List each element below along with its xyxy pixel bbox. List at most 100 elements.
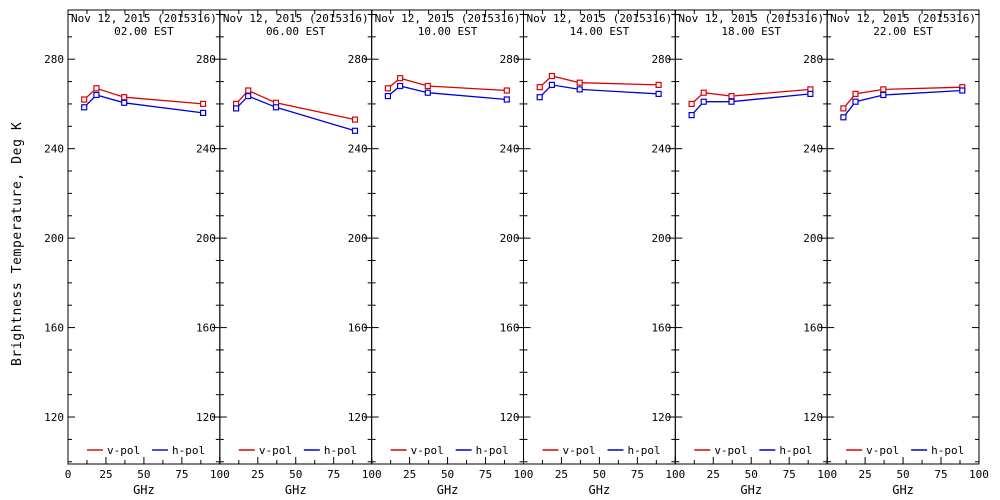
legend-hpol-label: h-pol bbox=[627, 444, 660, 457]
panel-title-time: 18.00 EST bbox=[721, 25, 781, 38]
legend-vpol-label: v-pol bbox=[107, 444, 140, 457]
series-h_pol-line bbox=[83, 94, 204, 114]
series-v_pol-marker bbox=[852, 90, 859, 98]
x-tick-label: 100 bbox=[514, 468, 534, 481]
x-tick-label: 100 bbox=[969, 468, 989, 481]
y-tick-label: 280 bbox=[500, 53, 520, 66]
y-tick-label: 160 bbox=[44, 322, 64, 335]
x-tick-label: 50 bbox=[289, 468, 302, 481]
y-tick-label: 160 bbox=[500, 322, 520, 335]
series-h_pol-marker bbox=[880, 91, 887, 99]
legend: v-pol h-pol bbox=[238, 444, 357, 457]
series-v_pol-marker bbox=[424, 82, 431, 90]
chart-panel: 120 160 200 240 280 0 25 50 75 100 GHz Nov 12, 2015… bbox=[44, 9, 230, 497]
legend: v-pol h-pol bbox=[542, 444, 661, 457]
panel-frame bbox=[826, 9, 980, 465]
series-h_pol-marker bbox=[728, 98, 735, 105]
series-v_pol-line bbox=[842, 86, 963, 109]
y-tick-label: 200 bbox=[44, 232, 64, 245]
y-tick-label: 120 bbox=[196, 411, 216, 424]
series-h_pol-line bbox=[387, 85, 507, 101]
y-tick-label: 240 bbox=[348, 143, 368, 156]
series-v_pol-marker bbox=[121, 94, 128, 101]
legend-hpol-label: h-pol bbox=[931, 444, 964, 457]
series-v_pol-marker bbox=[351, 116, 359, 123]
x-axis-title: GHz bbox=[740, 483, 762, 497]
series-v_pol-marker bbox=[700, 89, 707, 96]
panel-title-date: Nov 12, 2015 (2015316) bbox=[526, 12, 672, 25]
legend-hpol-label: h-pol bbox=[779, 444, 812, 457]
x-tick-label: 25 bbox=[99, 468, 112, 481]
x-tick-label: 50 bbox=[593, 468, 606, 481]
y-tick-label: 240 bbox=[196, 143, 216, 156]
y-tick-label: 200 bbox=[500, 232, 520, 245]
y-tick-label: 240 bbox=[500, 143, 520, 156]
legend: v-pol h-pol bbox=[390, 444, 509, 457]
series-v_pol-line bbox=[83, 87, 204, 105]
x-tick-label: 0 bbox=[65, 468, 72, 481]
panel-title-time: 22.00 EST bbox=[873, 25, 933, 38]
series-v_pol-line bbox=[387, 77, 507, 92]
x-tick-label: 75 bbox=[175, 468, 188, 481]
legend-hpol-label: h-pol bbox=[172, 444, 205, 457]
y-tick-label: 240 bbox=[803, 143, 823, 156]
x-tick-label: 25 bbox=[707, 468, 720, 481]
y-tick-label: 280 bbox=[803, 53, 823, 66]
series-v_pol-marker bbox=[245, 87, 252, 94]
series-h_pol-marker bbox=[351, 127, 359, 134]
y-tick-label: 280 bbox=[196, 53, 216, 66]
y-tick-label: 240 bbox=[44, 143, 64, 156]
x-axis-title: GHz bbox=[437, 483, 459, 497]
x-tick-label: 100 bbox=[210, 468, 230, 481]
series-v_pol-line bbox=[235, 89, 356, 121]
series-h_pol-marker bbox=[233, 105, 240, 112]
legend: v-pol h-pol bbox=[846, 444, 964, 457]
y-tick-label: 120 bbox=[651, 411, 671, 424]
y-tick-label: 120 bbox=[500, 411, 520, 424]
series-v_pol-marker bbox=[397, 75, 404, 82]
panel-title-time: 14.00 EST bbox=[570, 25, 630, 38]
x-tick-label: 50 bbox=[896, 468, 909, 481]
panel-title-date: Nov 12, 2015 (2015316) bbox=[71, 12, 217, 25]
y-tick-label: 240 bbox=[651, 143, 671, 156]
chart-panel: 120 160 200 240 280 25 50 75 100 GHz Nov 12, 2015 … bbox=[651, 9, 837, 497]
legend-hpol-label: h-pol bbox=[324, 444, 357, 457]
y-tick-label: 160 bbox=[651, 322, 671, 335]
chart-panel: 120 160 200 240 280 25 50 75 100 GHz Nov 12, 2015 … bbox=[803, 9, 989, 497]
x-tick-label: 50 bbox=[137, 468, 150, 481]
x-tick-label: 25 bbox=[251, 468, 264, 481]
series-v_pol-line bbox=[539, 75, 659, 88]
y-tick-label: 160 bbox=[348, 322, 368, 335]
legend-vpol-label: v-pol bbox=[562, 444, 595, 457]
series-v_pol-line bbox=[691, 88, 811, 105]
legend: v-pol h-pol bbox=[87, 444, 205, 457]
panel-title-time: 06.00 EST bbox=[266, 25, 326, 38]
y-tick-label: 160 bbox=[196, 322, 216, 335]
series-h_pol-marker bbox=[121, 99, 128, 106]
panel-title-time: 02.00 EST bbox=[114, 25, 174, 38]
series-v_pol-marker bbox=[503, 87, 510, 94]
series-v_pol-marker bbox=[728, 92, 735, 100]
series-v_pol-marker bbox=[655, 81, 662, 89]
series-h_pol-marker bbox=[272, 104, 280, 111]
series-h_pol-marker bbox=[200, 109, 207, 117]
panel-title-time: 10.00 EST bbox=[418, 25, 478, 38]
legend-hpol-label: h-pol bbox=[476, 444, 509, 457]
x-tick-label: 100 bbox=[665, 468, 685, 481]
series-h_pol-marker bbox=[93, 91, 100, 99]
x-tick-label: 25 bbox=[858, 468, 871, 481]
legend-vpol-label: v-pol bbox=[259, 444, 292, 457]
x-tick-label: 100 bbox=[362, 468, 382, 481]
y-tick-label: 280 bbox=[651, 53, 671, 66]
series-h_pol-marker bbox=[503, 96, 510, 103]
y-tick-label: 120 bbox=[44, 411, 64, 424]
legend: v-pol h-pol bbox=[694, 444, 812, 457]
series-v_pol-marker bbox=[384, 85, 391, 92]
x-tick-label: 75 bbox=[479, 468, 492, 481]
series-v_pol-marker bbox=[536, 84, 543, 91]
legend-vpol-label: v-pol bbox=[714, 444, 747, 457]
series-h_pol-marker bbox=[852, 98, 859, 105]
series-h_pol-marker bbox=[688, 111, 695, 119]
series-h_pol-marker bbox=[424, 89, 431, 96]
